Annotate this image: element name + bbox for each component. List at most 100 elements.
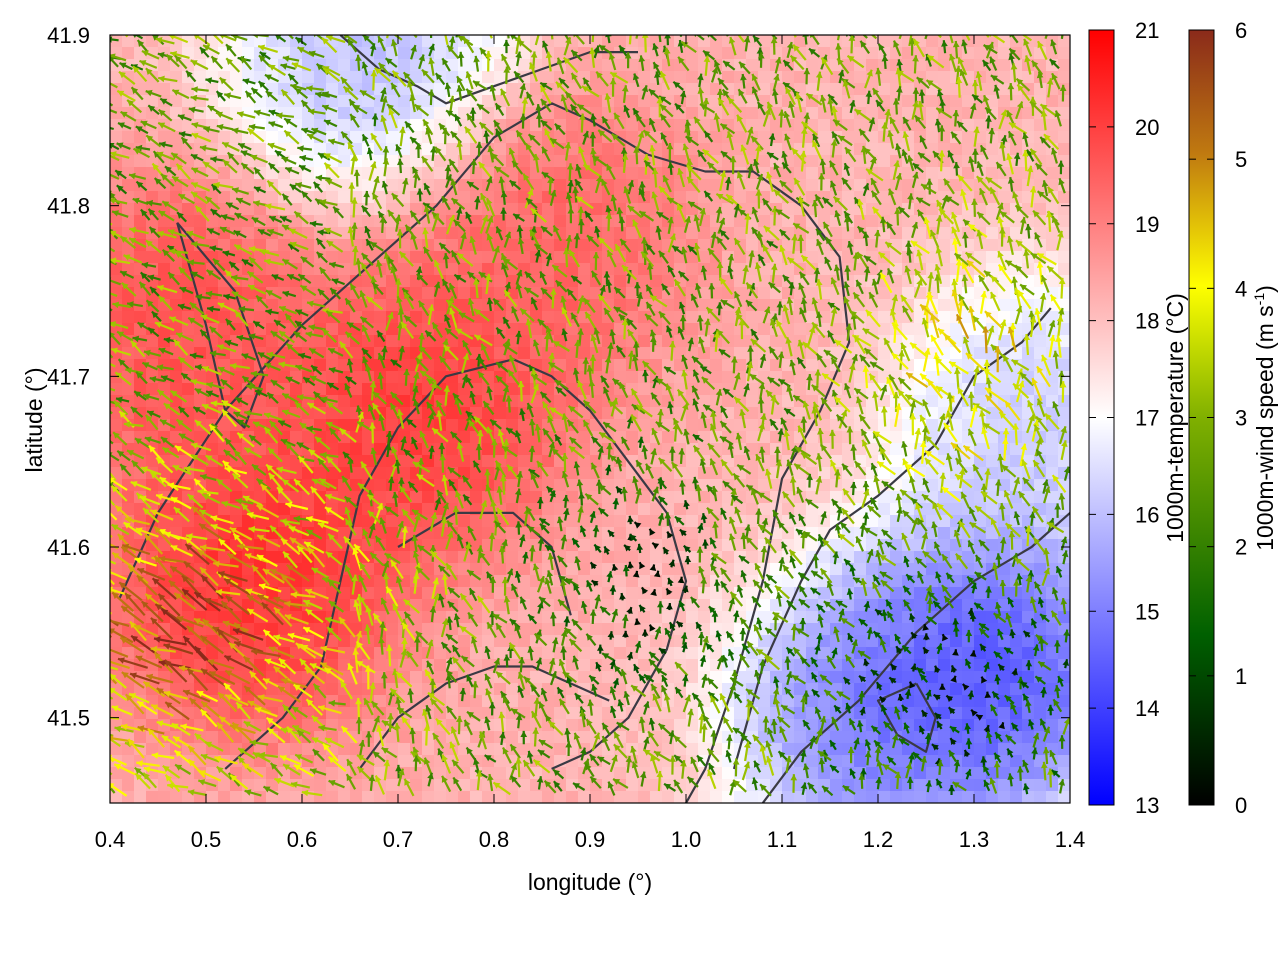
heatmap-cell (686, 491, 699, 504)
heatmap-cell (338, 107, 351, 120)
heatmap-cell (590, 203, 603, 216)
heatmap-cell (1010, 167, 1023, 180)
heatmap-cell (386, 527, 399, 540)
heatmap-cell (482, 95, 495, 108)
heatmap-cell (266, 263, 279, 276)
heatmap-cell (386, 779, 399, 792)
heatmap-cell (746, 179, 759, 192)
heatmap-cell (482, 227, 495, 240)
heatmap-cell (878, 395, 891, 408)
heatmap-cell (266, 167, 279, 180)
heatmap-cell (758, 323, 771, 336)
heatmap-cell (1022, 719, 1035, 732)
heatmap-cell (482, 71, 495, 84)
heatmap-cell (302, 515, 315, 528)
heatmap-cell (566, 359, 579, 372)
heatmap-cell (818, 695, 831, 708)
heatmap-cell (662, 659, 675, 672)
heatmap-cell (362, 251, 375, 264)
heatmap-cell (974, 35, 987, 48)
heatmap-cell (182, 215, 195, 228)
heatmap-cell (290, 431, 303, 444)
heatmap-cell (470, 779, 483, 792)
heatmap-cell (302, 743, 315, 756)
heatmap-cell (290, 287, 303, 300)
heatmap-cell (338, 227, 351, 240)
heatmap-cell (686, 263, 699, 276)
heatmap-cell (818, 35, 831, 48)
heatmap-cell (494, 287, 507, 300)
heatmap-cell (926, 395, 939, 408)
heatmap-cell (182, 83, 195, 96)
heatmap-cell (566, 215, 579, 228)
heatmap-cell (446, 455, 459, 468)
heatmap-cell (914, 119, 927, 132)
heatmap-cell (1010, 563, 1023, 576)
heatmap-cell (290, 647, 303, 660)
heatmap-cell (122, 239, 135, 252)
heatmap-cell (230, 71, 243, 84)
heatmap-cell (542, 107, 555, 120)
heatmap-cell (782, 179, 795, 192)
heatmap-cell (302, 203, 315, 216)
heatmap-cell (314, 275, 327, 288)
heatmap-cell (422, 143, 435, 156)
heatmap-cell (578, 611, 591, 624)
heatmap-cell (1058, 95, 1070, 108)
heatmap-cell (278, 743, 291, 756)
heatmap-cell (506, 479, 519, 492)
heatmap-cell (482, 287, 495, 300)
heatmap-cell (506, 83, 519, 96)
heatmap-cell (1046, 623, 1059, 636)
heatmap-cell (446, 407, 459, 420)
heatmap-cell (434, 527, 447, 540)
heatmap-cell (506, 191, 519, 204)
heatmap-cell (746, 47, 759, 60)
heatmap-cell (830, 191, 843, 204)
heatmap-cell (974, 731, 987, 744)
heatmap-cell (518, 155, 531, 168)
heatmap-cell (566, 515, 579, 528)
heatmap-cell (866, 107, 879, 120)
heatmap-cell (494, 215, 507, 228)
heatmap-cell (974, 743, 987, 756)
heatmap-cell (314, 95, 327, 108)
heatmap-cell (698, 431, 711, 444)
heatmap-cell (1010, 611, 1023, 624)
heatmap-cell (686, 419, 699, 432)
heatmap-cell (242, 35, 255, 48)
heatmap-cell (494, 719, 507, 732)
heatmap-cell (878, 503, 891, 516)
heatmap-cell (314, 71, 327, 84)
heatmap-cell (986, 239, 999, 252)
heatmap-cell (422, 503, 435, 516)
heatmap-cell (218, 323, 231, 336)
heatmap-cell (134, 131, 147, 144)
heatmap-cell (434, 155, 447, 168)
heatmap-cell (482, 635, 495, 648)
heatmap-cell (674, 71, 687, 84)
heatmap-cell (758, 71, 771, 84)
heatmap-cell (374, 311, 387, 324)
heatmap-cell (338, 119, 351, 132)
heatmap-cell (1058, 743, 1070, 756)
heatmap-cell (974, 347, 987, 360)
heatmap-cell (794, 371, 807, 384)
heatmap-cell (722, 71, 735, 84)
heatmap-cell (638, 107, 651, 120)
heatmap-cell (890, 335, 903, 348)
heatmap-cell (434, 35, 447, 48)
heatmap-cell (518, 203, 531, 216)
heatmap-cell (626, 239, 639, 252)
heatmap-cell (386, 347, 399, 360)
heatmap-cell (422, 491, 435, 504)
heatmap-cell (950, 179, 963, 192)
heatmap-cell (986, 35, 999, 48)
heatmap-cell (1022, 71, 1035, 84)
heatmap-cell (506, 539, 519, 552)
heatmap-cell (314, 179, 327, 192)
heatmap-cell (410, 83, 423, 96)
heatmap-cell (482, 35, 495, 48)
heatmap-cell (734, 47, 747, 60)
heatmap-cell (134, 155, 147, 168)
